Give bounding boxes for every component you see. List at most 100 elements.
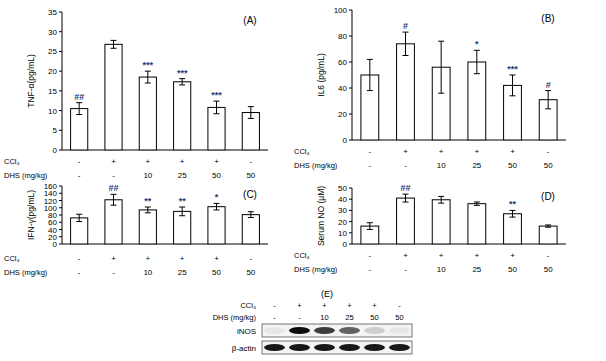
band-label: β-actin (232, 344, 256, 353)
y-tick-label: 20 (338, 110, 347, 119)
significance-mark: ** (179, 196, 187, 206)
condition-value: - (112, 268, 115, 277)
condition-value: + (111, 254, 116, 263)
condition-value: 50 (212, 171, 221, 180)
y-tick (349, 244, 352, 245)
error-bar (179, 79, 185, 85)
error-bar (248, 107, 254, 119)
condition-value: 50 (212, 268, 221, 277)
error-cap (214, 113, 220, 114)
error-bar (367, 223, 373, 230)
condition-value: + (180, 157, 185, 166)
error-cap (145, 82, 151, 83)
error-cap (367, 59, 373, 60)
band (289, 344, 310, 351)
y-tick (59, 150, 62, 151)
y-tick-label: 30 (338, 206, 347, 215)
condition-value: 50 (508, 161, 517, 170)
condition-value: + (322, 301, 327, 310)
condition-value: 50 (544, 161, 553, 170)
error-cap (403, 55, 409, 56)
error-cap (474, 202, 480, 203)
error-bar (367, 59, 373, 90)
band (389, 327, 410, 334)
error-cap (474, 205, 480, 206)
bar (174, 82, 191, 150)
condition-value: 10 (437, 265, 446, 274)
bar (242, 113, 259, 150)
y-tick (59, 236, 62, 237)
blot-panel: (E)CCl₄-++++-DHS (mg/kg)--10255050iNOSβ-… (213, 289, 412, 354)
blot-strip (262, 324, 412, 337)
condition-value: - (368, 161, 371, 170)
error-bar (248, 212, 254, 218)
band (364, 344, 385, 351)
significance-mark: ## (74, 92, 84, 102)
y-tick (349, 210, 352, 211)
error-cap (76, 114, 82, 115)
bar (397, 198, 415, 244)
y-tick-label: 20 (338, 218, 347, 227)
error-cap (510, 75, 516, 76)
y-tick-label: 0 (343, 240, 348, 249)
error-bar (179, 207, 185, 216)
error-bar (403, 32, 409, 55)
error-cap (438, 41, 444, 42)
y-tick (349, 36, 352, 37)
y-tick (59, 193, 62, 194)
significance-mark: * (215, 192, 219, 202)
condition-value: + (510, 251, 515, 260)
significance-mark: # (403, 21, 408, 31)
y-tick-label: 5 (53, 126, 58, 135)
error-cap (111, 194, 117, 195)
y-tick (59, 229, 62, 230)
condition-label: DHS (mg/kg) (4, 268, 48, 277)
condition-value: 25 (472, 161, 481, 170)
condition-value: + (439, 147, 444, 156)
error-line (548, 91, 549, 109)
bar (105, 200, 122, 244)
y-tick (349, 114, 352, 115)
x-axis (62, 150, 268, 151)
error-cap (474, 50, 480, 51)
condition-value: + (403, 147, 408, 156)
y-tick (349, 140, 352, 141)
band (264, 344, 285, 351)
condition-value: + (297, 301, 302, 310)
condition-value: - (368, 147, 371, 156)
y-tick (59, 222, 62, 223)
error-cap (248, 118, 254, 119)
y-tick (59, 244, 62, 245)
error-cap (214, 101, 220, 102)
condition-value: 50 (246, 268, 255, 277)
figure: 05101520253035TNF-α(pg/mL)##*********(A)… (0, 0, 606, 361)
condition-value: - (368, 251, 371, 260)
y-tick (349, 232, 352, 233)
error-cap (145, 71, 151, 72)
condition-value: - (78, 171, 81, 180)
band (314, 344, 335, 351)
y-axis-label: Serum NO (μM) (316, 186, 326, 246)
bar (468, 62, 486, 140)
condition-value: 50 (508, 265, 517, 274)
y-tick-label: 15 (48, 87, 57, 96)
band (364, 327, 385, 334)
y-axis (352, 188, 353, 244)
error-bar (510, 210, 516, 217)
y-axis-label: IFN-γ(pg/mL) (26, 190, 36, 240)
condition-value: 50 (246, 171, 255, 180)
error-cap (367, 90, 373, 91)
significance-mark: *** (177, 68, 188, 78)
y-tick-label: 60 (338, 58, 347, 67)
error-cap (179, 78, 185, 79)
significance-mark: ** (144, 196, 152, 206)
error-line (113, 194, 114, 205)
condition-label: DHS (mg/kg) (4, 171, 48, 180)
error-bar (214, 101, 220, 114)
bar (468, 204, 486, 244)
condition-label: DHS (mg/kg) (294, 265, 338, 274)
x-axis (352, 244, 566, 245)
error-bar (145, 71, 151, 83)
condition-value: - (368, 265, 371, 274)
bar (539, 226, 557, 244)
